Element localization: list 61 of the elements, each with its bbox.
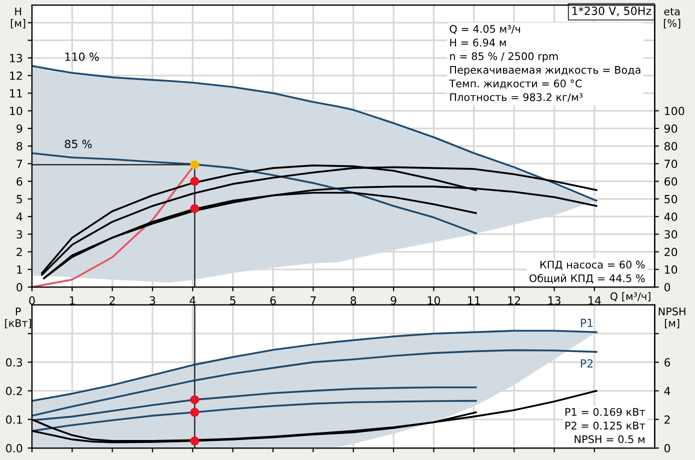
annotation: КПД насоса = 60 % Общий КПД = 44.5 % <box>530 260 645 284</box>
annotation: 85 % <box>64 140 92 148</box>
y2-axis-title: NPSH [м] <box>658 307 686 328</box>
y2-tick-label: 80 <box>664 142 678 150</box>
y2-tick-label: 4 <box>664 386 670 396</box>
y2-tick-label: 0 <box>664 444 670 452</box>
y-tick-label: 0.1 <box>6 415 22 424</box>
y-tick-label: 1 <box>17 266 22 274</box>
y-tick-label: 2 <box>16 248 22 256</box>
x-tick-label: 0 <box>29 296 35 305</box>
y2-tick-label: 40 <box>664 212 678 221</box>
x-tick-label: 5 <box>230 296 236 305</box>
x-tick-label: 7 <box>310 296 316 305</box>
y-tick-label: 10 <box>10 106 22 116</box>
x-tick-label: 9 <box>390 296 396 305</box>
annotation: Q = 4.05 м³/ч H = 6.94 м n = 85 % / 2500 rpm Перекачиваемая жидкость = Вода Темп. жидкости = 60 °C Плотность = 983.2 кг/м³ <box>449 24 640 102</box>
series-label: P1 <box>580 318 593 327</box>
x-tick-label: 4 <box>190 296 196 305</box>
y-tick-label: 13 <box>10 54 22 62</box>
y2-tick-label: 100 <box>664 106 684 116</box>
y2-tick-label: 50 <box>664 194 678 204</box>
y2-tick-label: 6 <box>664 358 670 367</box>
y2-tick-label: 2 <box>664 415 670 424</box>
y-tick-label: 4 <box>16 212 22 221</box>
y2-tick-label: 70 <box>664 160 678 168</box>
y2-tick-label: 90 <box>664 124 678 133</box>
annotation: P1 = 0.169 кВт P2 = 0.125 кВт NPSH = 0.5 м <box>565 408 646 444</box>
y-tick-label: 8 <box>16 142 22 150</box>
y2-tick-label: 0 <box>664 283 670 292</box>
x-tick-label: 3 <box>150 296 156 305</box>
y-tick-label: 7 <box>16 160 22 168</box>
x-tick-label: 13 <box>548 296 560 305</box>
y-tick-label: 0.3 <box>6 358 22 367</box>
x-tick-label: 8 <box>350 296 356 305</box>
y2-tick-label: 10 <box>664 265 678 274</box>
x-tick-label: 14 <box>588 296 601 305</box>
y-tick-label: 11 <box>10 89 22 98</box>
y2-tick-label: 60 <box>664 177 678 186</box>
y-tick-label: 6 <box>16 177 22 186</box>
series-label: P2 <box>580 359 593 368</box>
y-axis-title: P [кВт] <box>5 308 31 328</box>
x-tick-label: 6 <box>270 296 276 305</box>
y-tick-label: 0.0 <box>6 444 22 452</box>
y-tick-label: 0 <box>16 283 22 292</box>
x-tick-label: 2 <box>110 296 115 305</box>
x-tick-label: 1 <box>70 296 75 305</box>
x-tick-label: 10 <box>428 296 440 305</box>
y-tick-label: 3 <box>16 230 22 239</box>
x-tick-label: 11 <box>468 296 480 305</box>
x-tick-label: 12 <box>508 296 520 305</box>
y-tick-label: 9 <box>16 124 22 133</box>
y2-axis-title: eta [%] <box>664 8 680 28</box>
y-tick-label: 0.2 <box>6 386 22 396</box>
y-tick-label: 12 <box>10 72 22 80</box>
y2-tick-label: 30 <box>664 230 678 239</box>
y2-tick-label: 20 <box>664 248 678 256</box>
y-axis-title: H [м] <box>10 8 26 28</box>
chart-title: 1*230 V, 50Hz <box>572 6 652 16</box>
annotation: 110 % <box>65 52 99 61</box>
y-tick-label: 5 <box>16 195 22 204</box>
x-axis-title: Q [м³/ч] <box>610 292 650 302</box>
